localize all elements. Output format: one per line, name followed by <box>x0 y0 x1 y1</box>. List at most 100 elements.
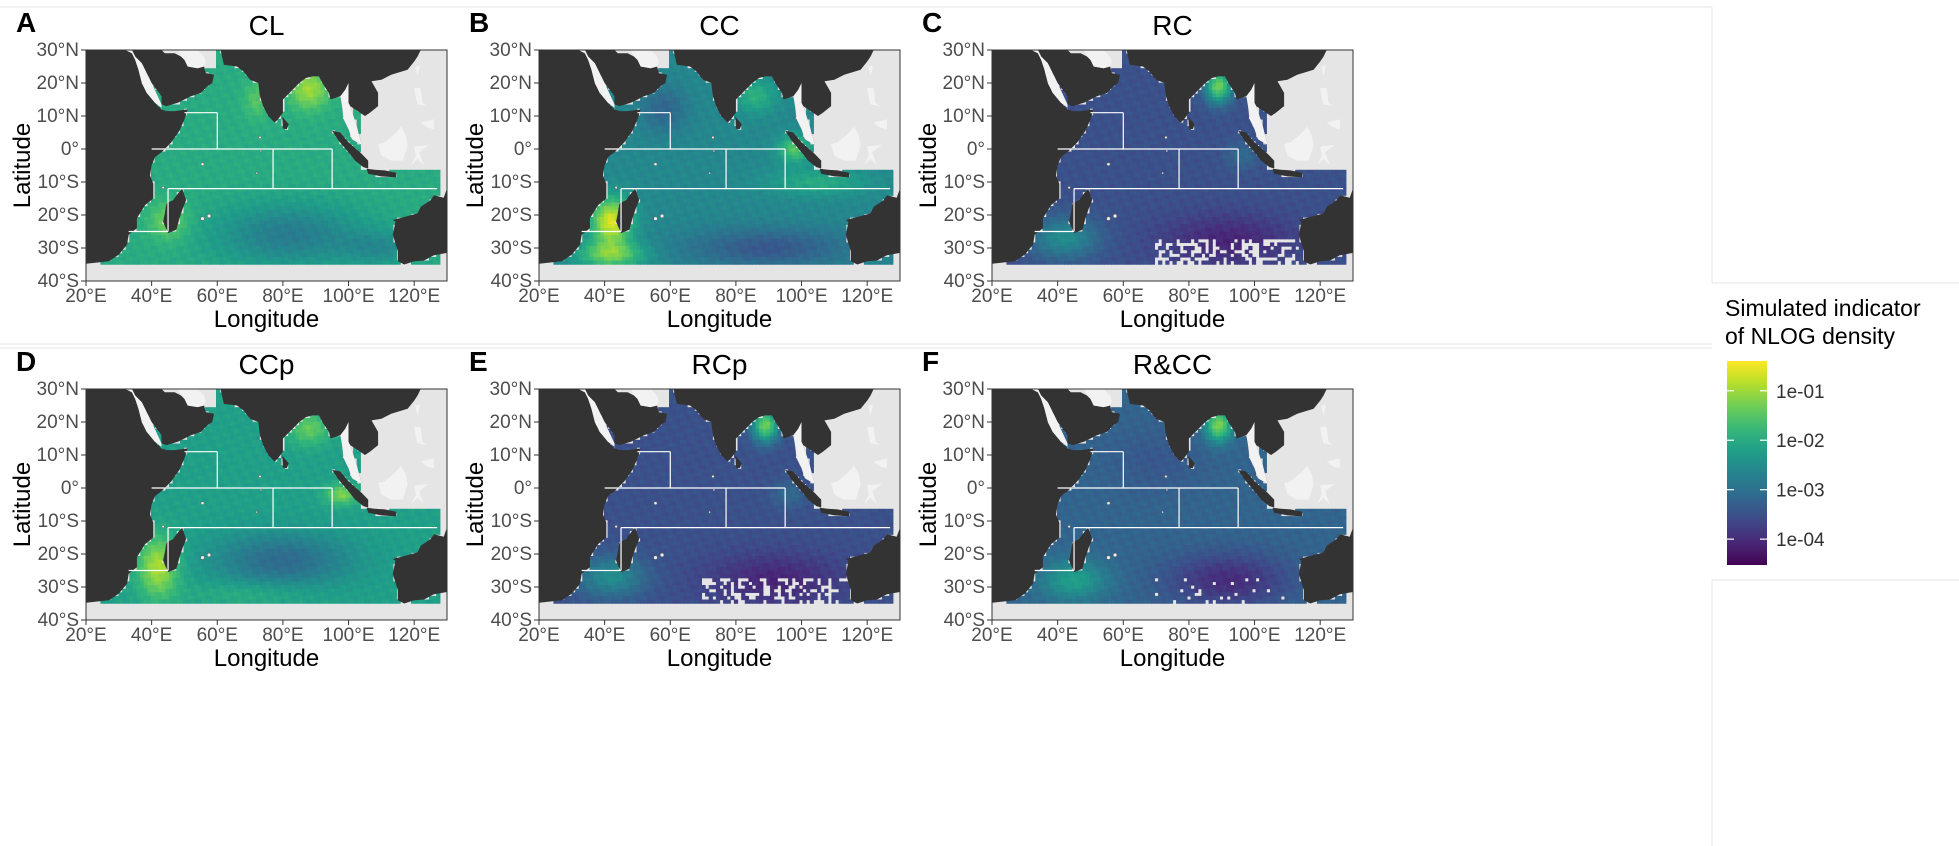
land-shape <box>819 507 850 517</box>
red-sea <box>125 389 162 447</box>
land-shape <box>1238 130 1275 169</box>
land-shape-light <box>410 145 429 166</box>
panel-border <box>991 388 1354 621</box>
land-shape-light <box>868 65 874 77</box>
persian-gulf <box>630 50 659 69</box>
land-shape-light <box>410 484 429 505</box>
y-tick-label: 30°N <box>490 379 532 400</box>
land-shape <box>220 389 421 484</box>
land-shape-light <box>415 404 421 416</box>
y-tick-label: 40°S <box>38 610 79 631</box>
x-tick-label: 120°E <box>841 625 893 646</box>
land-shape <box>1272 168 1303 178</box>
x-axis-label: Longitude <box>1120 645 1225 672</box>
y-tick-label: 10°S <box>491 511 532 532</box>
y-tick-label: 20°N <box>490 73 532 94</box>
land-shape <box>392 188 447 265</box>
land-shape <box>366 168 397 178</box>
x-tick-label: 100°E <box>1229 625 1281 646</box>
land-shape-light <box>1316 484 1335 505</box>
x-tick-label: 120°E <box>388 625 440 646</box>
y-tick-label: 20°S <box>944 544 985 565</box>
y-tick-label: 30°S <box>944 577 985 598</box>
y-tick-label: 20°N <box>37 73 79 94</box>
y-tick-label: 20°S <box>491 205 532 226</box>
legend-colorbar <box>1727 361 1767 565</box>
x-tick-label: 100°E <box>776 286 828 307</box>
x-tick-label: 60°E <box>650 625 691 646</box>
island <box>255 171 258 175</box>
y-tick-label: 10°N <box>490 445 532 466</box>
land-shape-light <box>420 458 434 469</box>
x-axis-label: Longitude <box>214 306 319 333</box>
panel-title: CL <box>249 10 285 41</box>
panel-title: CCp <box>238 349 294 380</box>
y-tick-label: 30°N <box>37 379 79 400</box>
y-tick-label: 20°S <box>944 205 985 226</box>
land-shape-light <box>1320 88 1334 107</box>
x-tick-label: 100°E <box>323 625 375 646</box>
y-tick-label: 30°N <box>37 40 79 61</box>
land-shape <box>1037 50 1120 107</box>
y-tick-label: 20°S <box>38 205 79 226</box>
y-tick-label: 0° <box>967 478 985 499</box>
land-shape <box>1238 469 1275 508</box>
x-tick-label: 80°E <box>1168 625 1209 646</box>
panel-border <box>538 49 901 282</box>
x-axis-label: Longitude <box>214 645 319 672</box>
x-axis-label: Longitude <box>1120 306 1225 333</box>
land-shape-light <box>415 65 421 77</box>
y-tick-label: 10°S <box>944 511 985 532</box>
land-shape <box>86 389 188 603</box>
island <box>161 186 165 190</box>
y-tick-label: 40°S <box>491 610 532 631</box>
y-tick-label: 20°N <box>490 412 532 433</box>
land-shape <box>845 188 900 265</box>
land-shape <box>86 50 188 264</box>
y-tick-label: 20°N <box>943 412 985 433</box>
land-shape <box>220 50 421 145</box>
land-shape-light <box>1284 126 1314 161</box>
x-tick-label: 60°E <box>650 286 691 307</box>
land-shape-light <box>1284 465 1314 500</box>
red-sea <box>578 389 615 447</box>
legend-tick-label: 1e-03 <box>1776 481 1825 502</box>
island <box>711 135 715 139</box>
x-tick-label: 40°E <box>1037 625 1078 646</box>
island <box>200 501 205 506</box>
island <box>161 525 165 529</box>
y-tick-label: 30°N <box>943 379 985 400</box>
y-tick-label: 20°N <box>37 412 79 433</box>
land <box>86 50 447 265</box>
y-tick-label: 0° <box>514 139 532 160</box>
panel-cc: 20°E 40°E 60°E 80°E 100°E 120°E 30°N 20°N 10°N 0°… <box>462 7 901 333</box>
x-tick-label: 120°E <box>841 286 893 307</box>
island <box>659 213 665 219</box>
malay-light <box>793 422 815 484</box>
y-tick-label: 0° <box>967 139 985 160</box>
land-shape-light <box>868 404 874 416</box>
x-tick-label: 80°E <box>262 286 303 307</box>
land-shape <box>131 50 214 107</box>
land-shape-light <box>1326 458 1340 469</box>
panel-letter: C <box>922 7 942 38</box>
land-shape-light <box>863 484 882 505</box>
land-shape <box>785 130 822 169</box>
land-shape <box>539 389 641 603</box>
land-shape <box>163 527 187 573</box>
y-tick-label: 40°S <box>944 271 985 292</box>
island <box>653 216 658 221</box>
land-shape <box>1126 389 1327 484</box>
y-tick-label: 10°N <box>943 445 985 466</box>
y-tick-label: 0° <box>61 139 79 160</box>
density-heatmap <box>1006 50 1347 265</box>
x-tick-label: 100°E <box>323 286 375 307</box>
density-heatmap <box>553 50 894 265</box>
x-tick-label: 40°E <box>584 286 625 307</box>
land-shape <box>1188 116 1195 130</box>
x-tick-label: 80°E <box>262 625 303 646</box>
island <box>653 555 658 560</box>
land-shape <box>845 527 900 604</box>
malay-light <box>1246 422 1268 484</box>
